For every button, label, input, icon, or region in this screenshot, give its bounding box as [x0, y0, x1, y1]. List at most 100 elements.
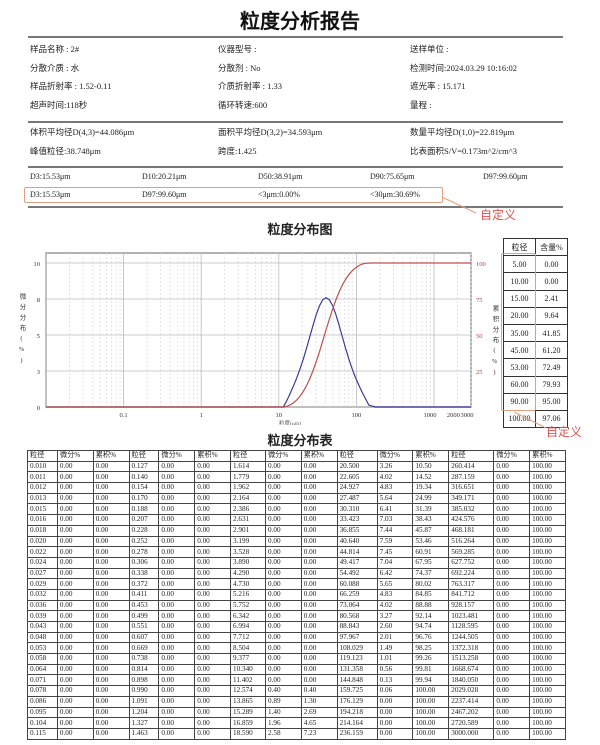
table-cell: 0.00: [92, 460, 130, 473]
table-cell: 0.170: [128, 492, 160, 505]
table-cell: 0.306: [128, 556, 160, 569]
table-cell: 4.83: [376, 482, 414, 494]
custom-value: <3μm:0.00%: [258, 190, 300, 199]
info-field: 样品折射率 : 1.52-0.11: [30, 81, 112, 92]
table-cell: 0.499: [128, 610, 160, 622]
table-row: 60.00 79.93: [503, 375, 568, 394]
table-cell: 0.00: [264, 556, 302, 569]
d-value: D50:38.91μm: [258, 172, 303, 181]
table-cell: 1668.674: [448, 663, 495, 676]
table-cell: 0.00: [300, 653, 338, 665]
y-left-tick-label: 8: [37, 297, 40, 304]
table-cell: 0.043: [27, 621, 58, 633]
report-title: 粒度分析报告: [240, 9, 360, 33]
table-cell: 0.00: [264, 524, 302, 537]
table-cell: 7.03: [376, 514, 414, 526]
table-cell: 0.00: [56, 653, 94, 665]
table-cell: 0.010: [27, 460, 58, 473]
table-cell: 0.00: [493, 503, 531, 516]
table-cell: 0.00: [300, 460, 338, 473]
table-cell: 2237.414: [448, 695, 495, 708]
table-cell: 1372.318: [448, 642, 495, 655]
table-row: 0.027 0.00 0.00 0.338 0.00 0.00 4.290 0.00 0.00 5…: [27, 567, 566, 580]
stat-field: 比表面积S/V=0.173m^2/cm^3: [410, 146, 517, 156]
table-cell: 0.022: [27, 546, 58, 558]
custom-annotation-label: 自定义: [546, 425, 583, 439]
table-cell: 0.453: [128, 599, 160, 612]
table-cell: 100.00: [529, 727, 566, 740]
table-cell: 0.00: [300, 578, 338, 590]
table-cell: 100.00: [529, 567, 566, 580]
table-cell: 0.00: [158, 642, 196, 655]
table-cell: 0.00: [92, 674, 130, 687]
table-cell: 13.865: [230, 695, 266, 708]
table-cell: 928.157: [448, 599, 495, 612]
table-cell: 1128.595: [448, 621, 495, 633]
table-cell: 0.00: [194, 653, 231, 665]
table-cell: 194.218: [336, 706, 378, 719]
table-cell: 3.199: [230, 535, 266, 548]
table-cell: 22.605: [336, 471, 378, 484]
table-cell: 0.00: [158, 524, 196, 537]
table-cell: 2.01: [376, 631, 414, 644]
table-cell: 99.81: [412, 663, 450, 676]
table-row: 0.032 0.00 0.00 0.411 0.00 0.00 5.216 0.00 0.00 6…: [27, 588, 566, 601]
table-cell: 0.00: [194, 460, 231, 473]
table-cell: 99.94: [412, 674, 450, 687]
table-cell: 0.00: [535, 272, 568, 291]
table-cell: 0.00: [56, 567, 94, 580]
table-cell: 0.00: [56, 578, 94, 590]
table-cell: 0.814: [128, 663, 160, 676]
table-cell: 0.00: [264, 578, 302, 590]
table-cell: 1.30: [300, 695, 338, 708]
divider: [28, 206, 563, 208]
table-cell: 0.086: [27, 695, 58, 708]
table-cell: 4.65: [300, 717, 338, 729]
table-cell: 0.00: [300, 588, 338, 601]
table-cell: 0.00: [92, 653, 130, 665]
table-cell: 0.738: [128, 653, 160, 665]
table-row: 0.015 0.00 0.00 0.188 0.00 0.00 2.386 0.00 0.00 3…: [27, 503, 566, 516]
table-row: 0.043 0.00 0.00 0.551 0.00 0.00 6.994 0.00 0.00 8…: [27, 621, 566, 633]
table-cell: 2.41: [535, 289, 568, 308]
table-cell: 36.855: [336, 524, 378, 537]
table-cell: 260.414: [448, 460, 495, 473]
table-cell: 3000.000: [448, 727, 495, 740]
x-tick-label: 100: [352, 412, 362, 419]
table-cell: 100.00: [529, 546, 566, 558]
table-cell: 0.00: [493, 685, 531, 697]
table-cell: 100.00: [529, 685, 566, 697]
table-cell: 0.00: [194, 599, 231, 612]
table-cell: 0.00: [300, 642, 338, 655]
table-cell: 569.285: [448, 546, 495, 558]
table-cell: 24.99: [412, 492, 450, 505]
table-cell: 4.730: [230, 578, 266, 590]
info-field: 样品名称 : 2#: [30, 44, 80, 54]
table-cell: 0.00: [300, 567, 338, 580]
table-cell: 0.00: [92, 685, 130, 697]
y-right-axis-label: 累积分布(%): [491, 305, 498, 380]
table-cell: 0.00: [92, 706, 130, 719]
table-cell: 763.317: [448, 578, 495, 590]
table-cell: 0.00: [158, 482, 196, 494]
table-row: 0.012 0.00 0.00 0.154 0.00 0.00 1.962 0.00 0.00 2…: [27, 482, 566, 494]
table-cell: 10.340: [230, 663, 266, 676]
table-title: 粒度分布表: [267, 434, 333, 449]
table-cell: 2467.202: [448, 706, 495, 719]
table-cell: 0.00: [56, 674, 94, 687]
table-cell: 72.49: [535, 358, 568, 377]
table-cell: 0.00: [194, 524, 231, 537]
table-cell: 0.56: [376, 663, 414, 676]
table-cell: 0.00: [56, 727, 94, 740]
table-cell: 0.00: [158, 727, 196, 740]
info-field: 分散介质 : 水: [30, 62, 80, 73]
table-cell: 2.58: [264, 727, 302, 740]
table-cell: 100.00: [529, 610, 566, 622]
table-cell: 8.504: [230, 642, 266, 655]
table-cell: 41.85: [535, 323, 568, 343]
table-cell: 6.342: [230, 610, 266, 622]
table-row: 0.022 0.00 0.00 0.278 0.00 0.00 3.528 0.00 0.00 4…: [27, 546, 566, 558]
table-cell: 5.752: [230, 599, 266, 612]
table-cell: 0.00: [92, 695, 130, 708]
column-header: 粒径: [448, 450, 495, 462]
